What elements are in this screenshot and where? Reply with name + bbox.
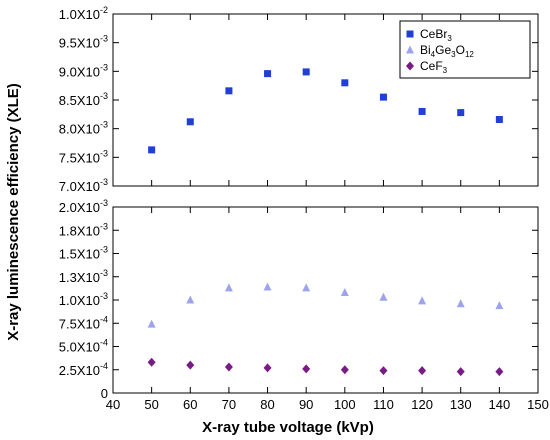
bi4ge3o12-point — [186, 295, 195, 304]
legend-marker-cef3 — [406, 61, 414, 71]
x-tick-label: 60 — [183, 397, 197, 412]
cef3-point — [147, 357, 156, 367]
x-tick-label: 150 — [527, 397, 549, 412]
lower-y-tick-label: 5.0X10-4 — [59, 338, 108, 355]
cebr3-point — [457, 109, 465, 117]
cebr3-point — [379, 93, 387, 101]
cebr3-point — [418, 107, 426, 115]
x-tick-label: 110 — [373, 397, 394, 412]
x-tick-label: 40 — [106, 397, 120, 412]
data-markers — [147, 68, 504, 377]
legend-label-cef3: CeF3 — [420, 59, 448, 75]
cef3-point — [495, 367, 504, 377]
bi4ge3o12-point — [224, 283, 233, 292]
cef3-point — [263, 363, 272, 373]
lower-y-tick-label: 1.8X10-3 — [59, 221, 108, 238]
lower-y-tick-label: 1.0X10-3 — [59, 291, 108, 308]
cebr3-point — [341, 79, 349, 87]
cebr3-point — [225, 87, 233, 95]
cebr3-point — [186, 118, 194, 126]
upper-y-tick-label: 9.0X10-3 — [59, 62, 108, 79]
x-tick-label: 130 — [450, 397, 472, 412]
cef3-point — [456, 367, 465, 377]
legend-label-cebr3: CeBr3 — [420, 27, 452, 43]
lower-y-tick-label: 7.5X10-4 — [59, 314, 108, 331]
x-tick-label: 70 — [222, 397, 236, 412]
bi4ge3o12-point — [263, 282, 272, 291]
cef3-point — [379, 366, 388, 376]
bi4ge3o12-point — [456, 299, 465, 308]
lower-panel-frame — [112, 206, 539, 394]
legend-marker-bi4ge3o12 — [406, 45, 414, 54]
upper-y-tick-label: 8.5X10-3 — [59, 91, 108, 108]
cebr3-point — [495, 115, 503, 123]
x-tick-label: 50 — [144, 397, 158, 412]
upper-y-tick-label: 1.0X10-2 — [59, 5, 108, 22]
cef3-point — [340, 365, 349, 375]
lower-y-tick-label: 1.3X10-3 — [59, 268, 108, 285]
upper-y-tick-label: 9.5X10-3 — [59, 34, 108, 51]
cef3-point — [418, 366, 427, 376]
cebr3-point — [148, 146, 156, 154]
x-axis-title: X-ray tube voltage (kVp) — [202, 419, 374, 436]
lower-y-tick-label: 2.5X10-4 — [59, 361, 108, 378]
upper-y-tick-label: 8.0X10-3 — [59, 120, 108, 137]
y-axis-title: X-ray luminescence efficiency (XLE) — [5, 83, 22, 341]
x-tick-label: 140 — [489, 397, 511, 412]
bi4ge3o12-point — [418, 296, 427, 305]
lower-y-tick-label: 2.0X10-3 — [59, 198, 108, 215]
legend-label-bi4ge3o12: Bi4Ge3O12 — [420, 43, 474, 59]
bi4ge3o12-point — [340, 288, 349, 297]
cebr3-point — [264, 70, 272, 78]
cebr3-point — [302, 68, 310, 76]
upper-y-tick-label: 7.5X10-3 — [59, 148, 108, 165]
bi4ge3o12-point — [379, 292, 388, 301]
x-tick-label: 100 — [334, 397, 356, 412]
cef3-point — [186, 360, 195, 370]
x-tick-label: 80 — [260, 397, 274, 412]
x-tick-label: 90 — [299, 397, 313, 412]
upper-y-tick-label: 7.0X10-3 — [59, 177, 108, 194]
bi4ge3o12-point — [147, 319, 156, 328]
cef3-point — [224, 362, 233, 372]
axis-ticks: 7.0X10-3 7.5X10-3 8.0X10-3 8.5X10-3 9.0X10-3… — [59, 5, 549, 412]
lower-y-tick-label: 0 — [101, 386, 108, 401]
bi4ge3o12-point — [495, 301, 504, 310]
x-tick-label: 120 — [411, 397, 433, 412]
bi4ge3o12-point — [302, 283, 311, 292]
legend-marker-cebr3 — [406, 30, 414, 38]
legend-box — [399, 20, 531, 79]
lower-y-tick-label: 1.5X10-3 — [59, 245, 108, 262]
cef3-point — [302, 364, 311, 374]
